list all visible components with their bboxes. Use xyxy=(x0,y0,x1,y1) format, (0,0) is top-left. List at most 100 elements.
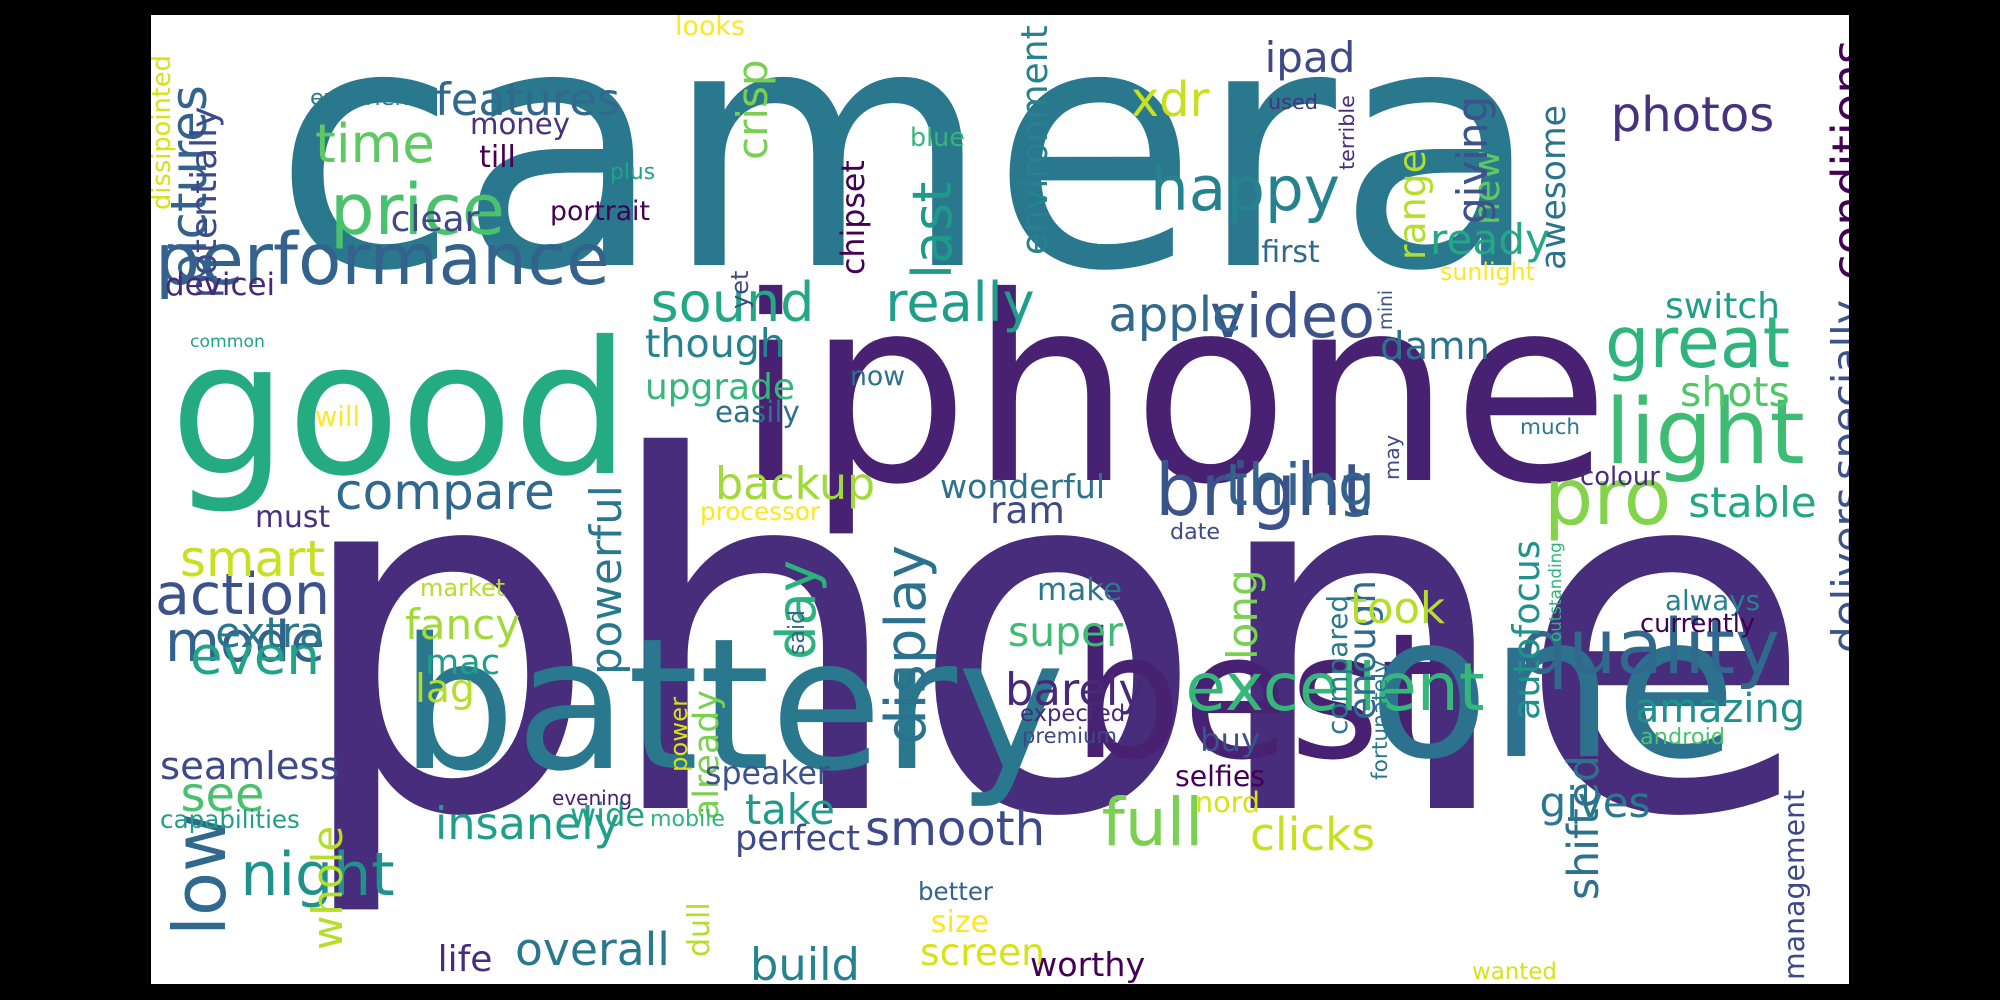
cloud-word-conditions: conditions xyxy=(1822,39,1849,280)
cloud-word-terrible: terrible xyxy=(1335,95,1360,170)
cloud-word-best: best xyxy=(1071,595,1449,799)
cloud-word-backup: backup xyxy=(715,458,876,510)
cloud-word-night: night xyxy=(240,840,395,910)
cloud-word-though: though xyxy=(645,321,785,368)
cloud-word-seamless: seamless xyxy=(160,744,340,790)
cloud-word-overall: overall xyxy=(515,923,670,977)
cloud-word-sound: sound xyxy=(650,270,815,334)
cloud-word-management: management xyxy=(1777,789,1811,980)
cloud-word-wanted: wanted xyxy=(1472,959,1557,984)
cloud-word-ipad: ipad xyxy=(1264,32,1356,82)
cloud-word-crisp: crisp xyxy=(727,59,777,161)
cloud-word-speaker: speaker xyxy=(705,756,830,793)
cloud-word-giving: giving xyxy=(1447,95,1497,225)
cloud-word-fancy: fancy xyxy=(405,600,521,650)
cloud-word-fortunately: fortunately xyxy=(1367,660,1393,780)
cloud-word-light: light xyxy=(1605,379,1805,485)
cloud-word-phone: phone xyxy=(290,356,1815,924)
cloud-word-always: always xyxy=(1665,583,1761,617)
cloud-word-expected: expected xyxy=(1020,701,1126,728)
cloud-word-first: first xyxy=(1261,234,1320,270)
cloud-word-compared: compared xyxy=(1320,594,1354,735)
cloud-word-take: take xyxy=(745,785,836,835)
cloud-word-took: took xyxy=(1350,584,1446,635)
cloud-word-time: time xyxy=(315,113,435,176)
cloud-word-android: android xyxy=(1640,724,1726,751)
cloud-word-features: features xyxy=(435,72,621,126)
cloud-word-wide: wide xyxy=(570,796,646,834)
cloud-word-happy: happy xyxy=(1150,154,1340,226)
cloud-word-dissipointed: dissipointed xyxy=(151,55,177,210)
cloud-word-damn: damn xyxy=(1380,324,1490,370)
cloud-word-autofocus: autofocus xyxy=(1505,540,1549,720)
cloud-word-one: one xyxy=(1368,571,1737,803)
cloud-word-iphone: iphone xyxy=(735,242,1610,542)
cloud-word-size: size xyxy=(930,904,990,940)
cloud-word-quality: quality xyxy=(1520,601,1780,691)
cloud-word-amazing: amazing xyxy=(1635,686,1805,733)
cloud-word-compare: compare xyxy=(335,462,555,522)
cloud-word-colour: colour xyxy=(1580,461,1660,492)
cloud-word-gives: gives xyxy=(1539,777,1651,827)
cloud-word-good: good xyxy=(170,301,630,517)
cloud-word-see: see xyxy=(180,767,265,823)
cloud-word-perfect: perfect xyxy=(735,819,860,860)
cloud-word-shots: shots xyxy=(1680,367,1790,416)
cloud-word-common: common xyxy=(190,331,265,352)
cloud-word-will: will xyxy=(315,401,361,433)
cloud-word-processor: processor xyxy=(700,497,821,527)
cloud-word-xdr: xdr xyxy=(1130,72,1210,128)
cloud-word-ready: ready xyxy=(1430,214,1550,264)
cloud-word-mini: mini xyxy=(1376,289,1398,330)
cloud-word-yet: yet xyxy=(726,270,754,310)
cloud-word-chipset: chipset xyxy=(836,160,873,275)
cloud-word-premium: premium xyxy=(1022,722,1117,748)
cloud-word-barely: barely xyxy=(1005,662,1145,716)
cloud-word-wonderful: wonderful xyxy=(940,466,1106,506)
cloud-word-smooth: smooth xyxy=(865,800,1046,857)
cloud-word-sunlight: sunlight xyxy=(1440,257,1535,286)
cloud-word-screen: screen xyxy=(920,929,1045,974)
cloud-word-already: already xyxy=(687,690,728,820)
cloud-word-super: super xyxy=(1008,608,1123,657)
cloud-word-better: better xyxy=(918,877,993,907)
cloud-word-bright: bright xyxy=(1155,448,1370,532)
cloud-word-thing: thing xyxy=(1225,450,1375,519)
cloud-word-worthy: worthy xyxy=(1030,945,1146,984)
cloud-word-excellent: excellent xyxy=(1185,648,1485,726)
cloud-word-video: video xyxy=(1210,282,1375,353)
cloud-word-delivers: delivers xyxy=(1822,487,1850,653)
cloud-word-even: even xyxy=(190,626,320,688)
cloud-word-selfies: selfies xyxy=(1175,760,1265,794)
cloud-word-outstanding: outstanding xyxy=(1545,542,1566,642)
cloud-word-switch: switch xyxy=(1665,286,1780,328)
cloud-word-must: must xyxy=(255,499,331,535)
cloud-word-stable: stable xyxy=(1688,477,1817,527)
cloud-word-make: make xyxy=(1037,571,1123,608)
cloud-word-last: last xyxy=(900,181,964,279)
cloud-word-smart: smart xyxy=(180,530,325,589)
cloud-word-mode: mode xyxy=(165,609,325,675)
cloud-word-battery: battery xyxy=(400,598,1065,811)
cloud-word-capabilities: capabilities xyxy=(160,805,300,835)
cloud-word-devicei: devicei xyxy=(165,266,276,303)
cloud-word-lag: lag xyxy=(415,667,475,713)
cloud-word-plus: plus xyxy=(610,159,656,185)
cloud-word-evening: evening xyxy=(552,785,633,810)
cloud-word-now: now xyxy=(850,361,906,393)
cloud-word-money: money xyxy=(470,107,571,142)
cloud-word-currently: currently xyxy=(1640,608,1756,639)
cloud-word-price: price xyxy=(330,168,505,251)
cloud-word-extra: extra xyxy=(215,607,325,657)
cloud-word-much: much xyxy=(1520,414,1581,440)
cloud-word-portrait: portrait xyxy=(550,196,650,228)
cloud-word-ram: ram xyxy=(990,488,1065,533)
cloud-word-clicks: clicks xyxy=(1250,808,1376,862)
cloud-word-looks: looks xyxy=(675,15,745,43)
word-cloud: camera phone iphone good battery best one perfo… xyxy=(151,15,1849,984)
cloud-word-build: build xyxy=(750,938,860,984)
cloud-word-apple: apple xyxy=(1108,287,1242,343)
cloud-word-pro: pro xyxy=(1543,452,1672,543)
cloud-word-whole: whole xyxy=(302,825,352,950)
cloud-word-date: date xyxy=(1170,519,1221,546)
